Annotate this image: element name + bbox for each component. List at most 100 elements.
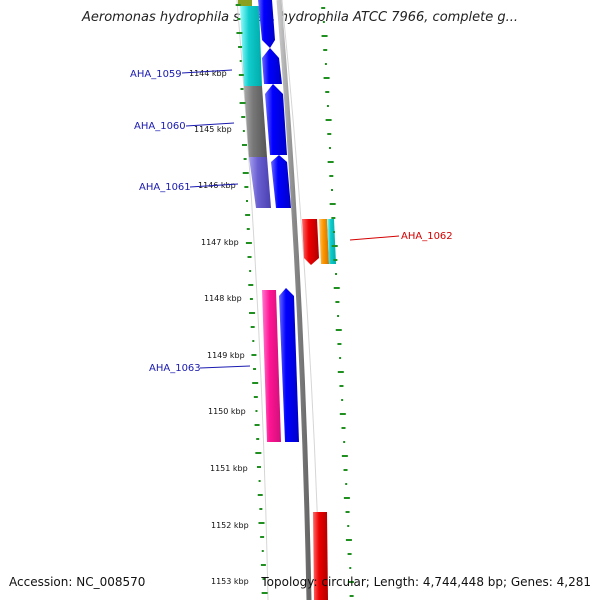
- gc-dot: [349, 595, 354, 597]
- gc-dot: [337, 315, 340, 317]
- tick-label: 1145 kbp: [194, 125, 232, 134]
- gc-dot: [335, 301, 340, 303]
- gc-dot: [341, 455, 348, 457]
- gene-label[interactable]: AHA_1063: [149, 363, 201, 374]
- gc-dot: [341, 427, 346, 429]
- gc-dot: [261, 592, 268, 594]
- gc-dot: [246, 228, 250, 230]
- gene-label[interactable]: AHA_1059: [130, 69, 182, 80]
- callout-line: [199, 365, 251, 369]
- gc-dot: [323, 49, 328, 51]
- gc-dot: [255, 452, 262, 454]
- gene-label[interactable]: AHA_1061: [139, 182, 191, 193]
- gc-dot: [335, 329, 342, 331]
- gene-aha-1063[interactable]: [262, 290, 281, 442]
- gene-callouts: AHA_1059 AHA_1060 AHA_1061 AHA_1062 AHA_1063: [130, 69, 453, 374]
- gc-dot: [249, 298, 253, 300]
- gc-dot: [321, 7, 326, 9]
- gc-dot: [323, 77, 330, 79]
- gc-dot: [333, 287, 340, 289]
- gene-aha-1059[interactable]: [240, 6, 262, 86]
- gc-dot: [333, 259, 338, 261]
- gc-dot: [241, 144, 247, 146]
- gc-dot: [330, 189, 333, 191]
- gc-dot: [329, 175, 334, 177]
- gc-dot: [337, 371, 344, 373]
- gc-dot: [249, 270, 252, 272]
- gc-dot: [240, 88, 244, 90]
- gc-dot: [343, 441, 346, 443]
- gc-dot: [325, 119, 332, 121]
- gene-blue-arrow-4[interactable]: [271, 155, 291, 208]
- gene-blue-arrow-2[interactable]: [262, 48, 282, 84]
- gc-dot: [249, 312, 256, 314]
- gc-dot: [349, 567, 352, 569]
- callout-line: [189, 183, 239, 188]
- gene-label[interactable]: AHA_1060: [134, 121, 186, 132]
- callout-line: [181, 69, 233, 74]
- gc-dot: [254, 424, 260, 426]
- gc-dot: [324, 63, 327, 65]
- gc-dot: [329, 203, 336, 205]
- gc-dot: [256, 438, 260, 440]
- gc-dot: [246, 200, 248, 202]
- gc-dot: [253, 368, 257, 370]
- gc-dot: [257, 494, 263, 496]
- backbone-arc: [276, 0, 312, 600]
- gc-dot: [347, 581, 354, 583]
- gc-dot: [347, 525, 350, 527]
- gc-dot: [345, 511, 350, 513]
- gc-dot: [347, 553, 352, 555]
- tick-label: 1151 kbp: [210, 464, 248, 473]
- gene-aha-1061[interactable]: [249, 157, 271, 208]
- gene-aha-1059-segments: [238, 0, 262, 86]
- gc-dot: [255, 410, 258, 412]
- gc-dot: [238, 46, 243, 48]
- topology-text: Topology: circular; Length: 4,744,448 bp…: [261, 575, 591, 589]
- gc-dot: [337, 343, 342, 345]
- tick-label: 1147 kbp: [201, 238, 239, 247]
- gc-dot: [261, 550, 264, 552]
- gc-dot: [252, 382, 259, 384]
- gc-dot: [339, 357, 342, 359]
- gc-dot: [327, 161, 334, 163]
- gc-dot: [251, 354, 257, 356]
- tick-label: 1153 kbp: [211, 577, 249, 586]
- tick-label: 1149 kbp: [207, 351, 245, 360]
- gc-dot: [321, 35, 328, 37]
- accession-text: Accession: NC_008570: [9, 575, 146, 589]
- gc-dot: [262, 578, 266, 580]
- gene-aha-1062-cyan[interactable]: [327, 219, 336, 264]
- gc-dot: [326, 105, 329, 107]
- gc-dot: [335, 273, 338, 275]
- gc-dot: [239, 102, 246, 104]
- tick-label: 1150 kbp: [208, 407, 246, 416]
- gene-blue-arrow-5[interactable]: [279, 288, 299, 442]
- gc-dot: [238, 74, 244, 76]
- gc-dot: [259, 508, 263, 510]
- gc-dot: [345, 539, 352, 541]
- gc-dot: [341, 399, 344, 401]
- gene-label[interactable]: AHA_1062: [401, 231, 453, 242]
- gc-dot: [258, 522, 265, 524]
- gc-dot: [247, 256, 252, 258]
- gene-aha-1060[interactable]: [244, 86, 267, 157]
- gc-dot: [250, 326, 255, 328]
- gene-blue-arrow-3[interactable]: [265, 84, 287, 155]
- gene-red-lower[interactable]: [313, 512, 328, 600]
- gc-dot: [260, 564, 266, 566]
- tick-label: 1152 kbp: [211, 521, 249, 530]
- gene-aha-1062-orange[interactable]: [319, 219, 329, 264]
- gene-blue-arrow-1[interactable]: [258, 0, 275, 48]
- gc-dot: [235, 4, 241, 6]
- gc-dot: [252, 340, 255, 342]
- gc-dot: [237, 18, 241, 20]
- gc-dot: [236, 32, 243, 34]
- gc-dot: [253, 396, 258, 398]
- gene-red-arrow[interactable]: [302, 219, 319, 265]
- gc-dot: [245, 242, 252, 244]
- gc-dot: [343, 497, 350, 499]
- gc-dot: [345, 483, 348, 485]
- gene-olive-segment: [238, 0, 252, 6]
